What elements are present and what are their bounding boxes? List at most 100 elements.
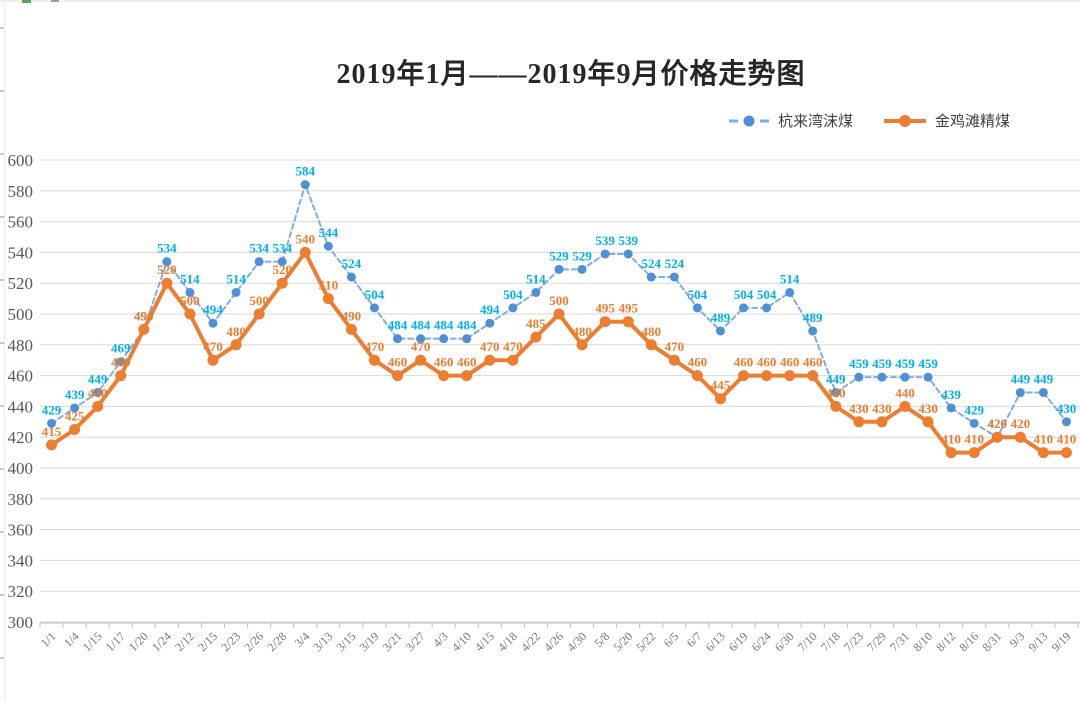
data-point[interactable] <box>322 293 334 305</box>
data-point[interactable] <box>530 331 542 343</box>
data-point[interactable] <box>346 272 356 282</box>
data-point[interactable] <box>484 354 496 366</box>
data-point[interactable] <box>185 287 195 297</box>
data-point[interactable] <box>1014 431 1026 443</box>
svg-text:8/31: 8/31 <box>979 629 1004 654</box>
data-label: 449 <box>88 372 108 387</box>
legend-item-hanglaiwan[interactable]: 杭来湾沫煤 <box>728 110 853 131</box>
data-point[interactable] <box>47 418 57 428</box>
data-point[interactable] <box>762 303 772 313</box>
data-point[interactable] <box>761 370 773 382</box>
data-point[interactable] <box>808 326 818 336</box>
data-label: 494 <box>480 302 500 317</box>
data-point[interactable] <box>70 403 80 413</box>
data-point[interactable] <box>507 354 519 366</box>
data-point[interactable] <box>300 180 310 190</box>
data-point[interactable] <box>668 354 680 366</box>
data-point[interactable] <box>461 370 473 382</box>
data-label: 514 <box>526 271 546 286</box>
data-point[interactable] <box>599 316 611 328</box>
data-point[interactable] <box>831 388 841 398</box>
data-point[interactable] <box>93 388 103 398</box>
data-point[interactable] <box>738 370 750 382</box>
data-point[interactable] <box>1061 417 1071 427</box>
data-point[interactable] <box>623 249 633 259</box>
data-point[interactable] <box>899 400 911 412</box>
data-point[interactable] <box>854 372 864 382</box>
data-point[interactable] <box>900 372 910 382</box>
data-point[interactable] <box>853 416 865 428</box>
data-point[interactable] <box>946 403 956 413</box>
data-point[interactable] <box>622 316 634 328</box>
data-point[interactable] <box>991 431 1003 443</box>
data-point[interactable] <box>69 424 81 435</box>
data-point[interactable] <box>116 357 126 367</box>
data-point[interactable] <box>576 339 588 351</box>
data-point[interactable] <box>508 303 518 313</box>
data-point[interactable] <box>1038 388 1048 398</box>
data-point[interactable] <box>369 303 379 313</box>
data-point[interactable] <box>254 257 264 267</box>
data-point[interactable] <box>531 287 541 297</box>
data-point[interactable] <box>600 249 610 259</box>
data-point[interactable] <box>577 264 587 274</box>
data-point[interactable] <box>161 277 173 289</box>
data-point[interactable] <box>253 308 265 320</box>
data-point[interactable] <box>368 354 380 366</box>
data-point[interactable] <box>1060 447 1072 459</box>
data-point[interactable] <box>922 416 934 428</box>
data-point[interactable] <box>1037 447 1049 459</box>
data-point[interactable] <box>46 439 58 451</box>
data-point[interactable] <box>969 418 979 428</box>
data-point[interactable] <box>785 287 795 297</box>
data-label: 410 <box>1057 432 1077 447</box>
data-point[interactable] <box>345 323 357 335</box>
data-point[interactable] <box>877 372 887 382</box>
data-point[interactable] <box>162 257 172 267</box>
data-point[interactable] <box>876 416 888 428</box>
data-point[interactable] <box>393 334 403 344</box>
data-point[interactable] <box>715 326 725 336</box>
data-point[interactable] <box>645 339 657 351</box>
data-label: 495 <box>618 301 638 316</box>
data-point[interactable] <box>277 257 287 267</box>
data-point[interactable] <box>323 241 333 251</box>
data-label: 524 <box>342 256 362 271</box>
data-point[interactable] <box>784 370 796 382</box>
data-point[interactable] <box>138 323 150 335</box>
data-point[interactable] <box>692 303 702 313</box>
data-point[interactable] <box>485 318 495 328</box>
svg-text:6/7: 6/7 <box>684 629 705 650</box>
data-point[interactable] <box>807 370 819 382</box>
data-point[interactable] <box>830 400 842 412</box>
legend-item-jinjitan[interactable]: 金鸡滩精煤 <box>883 110 1010 131</box>
data-point[interactable] <box>92 400 104 412</box>
svg-text:340: 340 <box>8 551 34 570</box>
data-point[interactable] <box>691 370 703 382</box>
data-point[interactable] <box>945 447 957 459</box>
data-point[interactable] <box>230 339 242 351</box>
data-point[interactable] <box>714 393 726 405</box>
data-point[interactable] <box>439 334 449 344</box>
data-point[interactable] <box>416 334 426 344</box>
data-label: 430 <box>918 401 938 416</box>
data-point[interactable] <box>923 372 933 382</box>
data-point[interactable] <box>968 447 980 459</box>
data-point[interactable] <box>462 334 472 344</box>
data-point[interactable] <box>739 303 749 313</box>
data-point[interactable] <box>299 246 311 258</box>
data-point[interactable] <box>669 272 679 282</box>
data-point[interactable] <box>553 308 565 320</box>
data-point[interactable] <box>1015 388 1025 398</box>
data-point[interactable] <box>276 277 288 289</box>
data-point[interactable] <box>554 264 564 274</box>
data-point[interactable] <box>438 370 450 382</box>
data-point[interactable] <box>115 370 127 382</box>
data-point[interactable] <box>392 370 404 382</box>
data-point[interactable] <box>208 318 218 328</box>
data-point[interactable] <box>646 272 656 282</box>
data-point[interactable] <box>207 354 219 366</box>
data-point[interactable] <box>184 308 196 320</box>
data-point[interactable] <box>415 354 427 366</box>
data-point[interactable] <box>231 287 241 297</box>
